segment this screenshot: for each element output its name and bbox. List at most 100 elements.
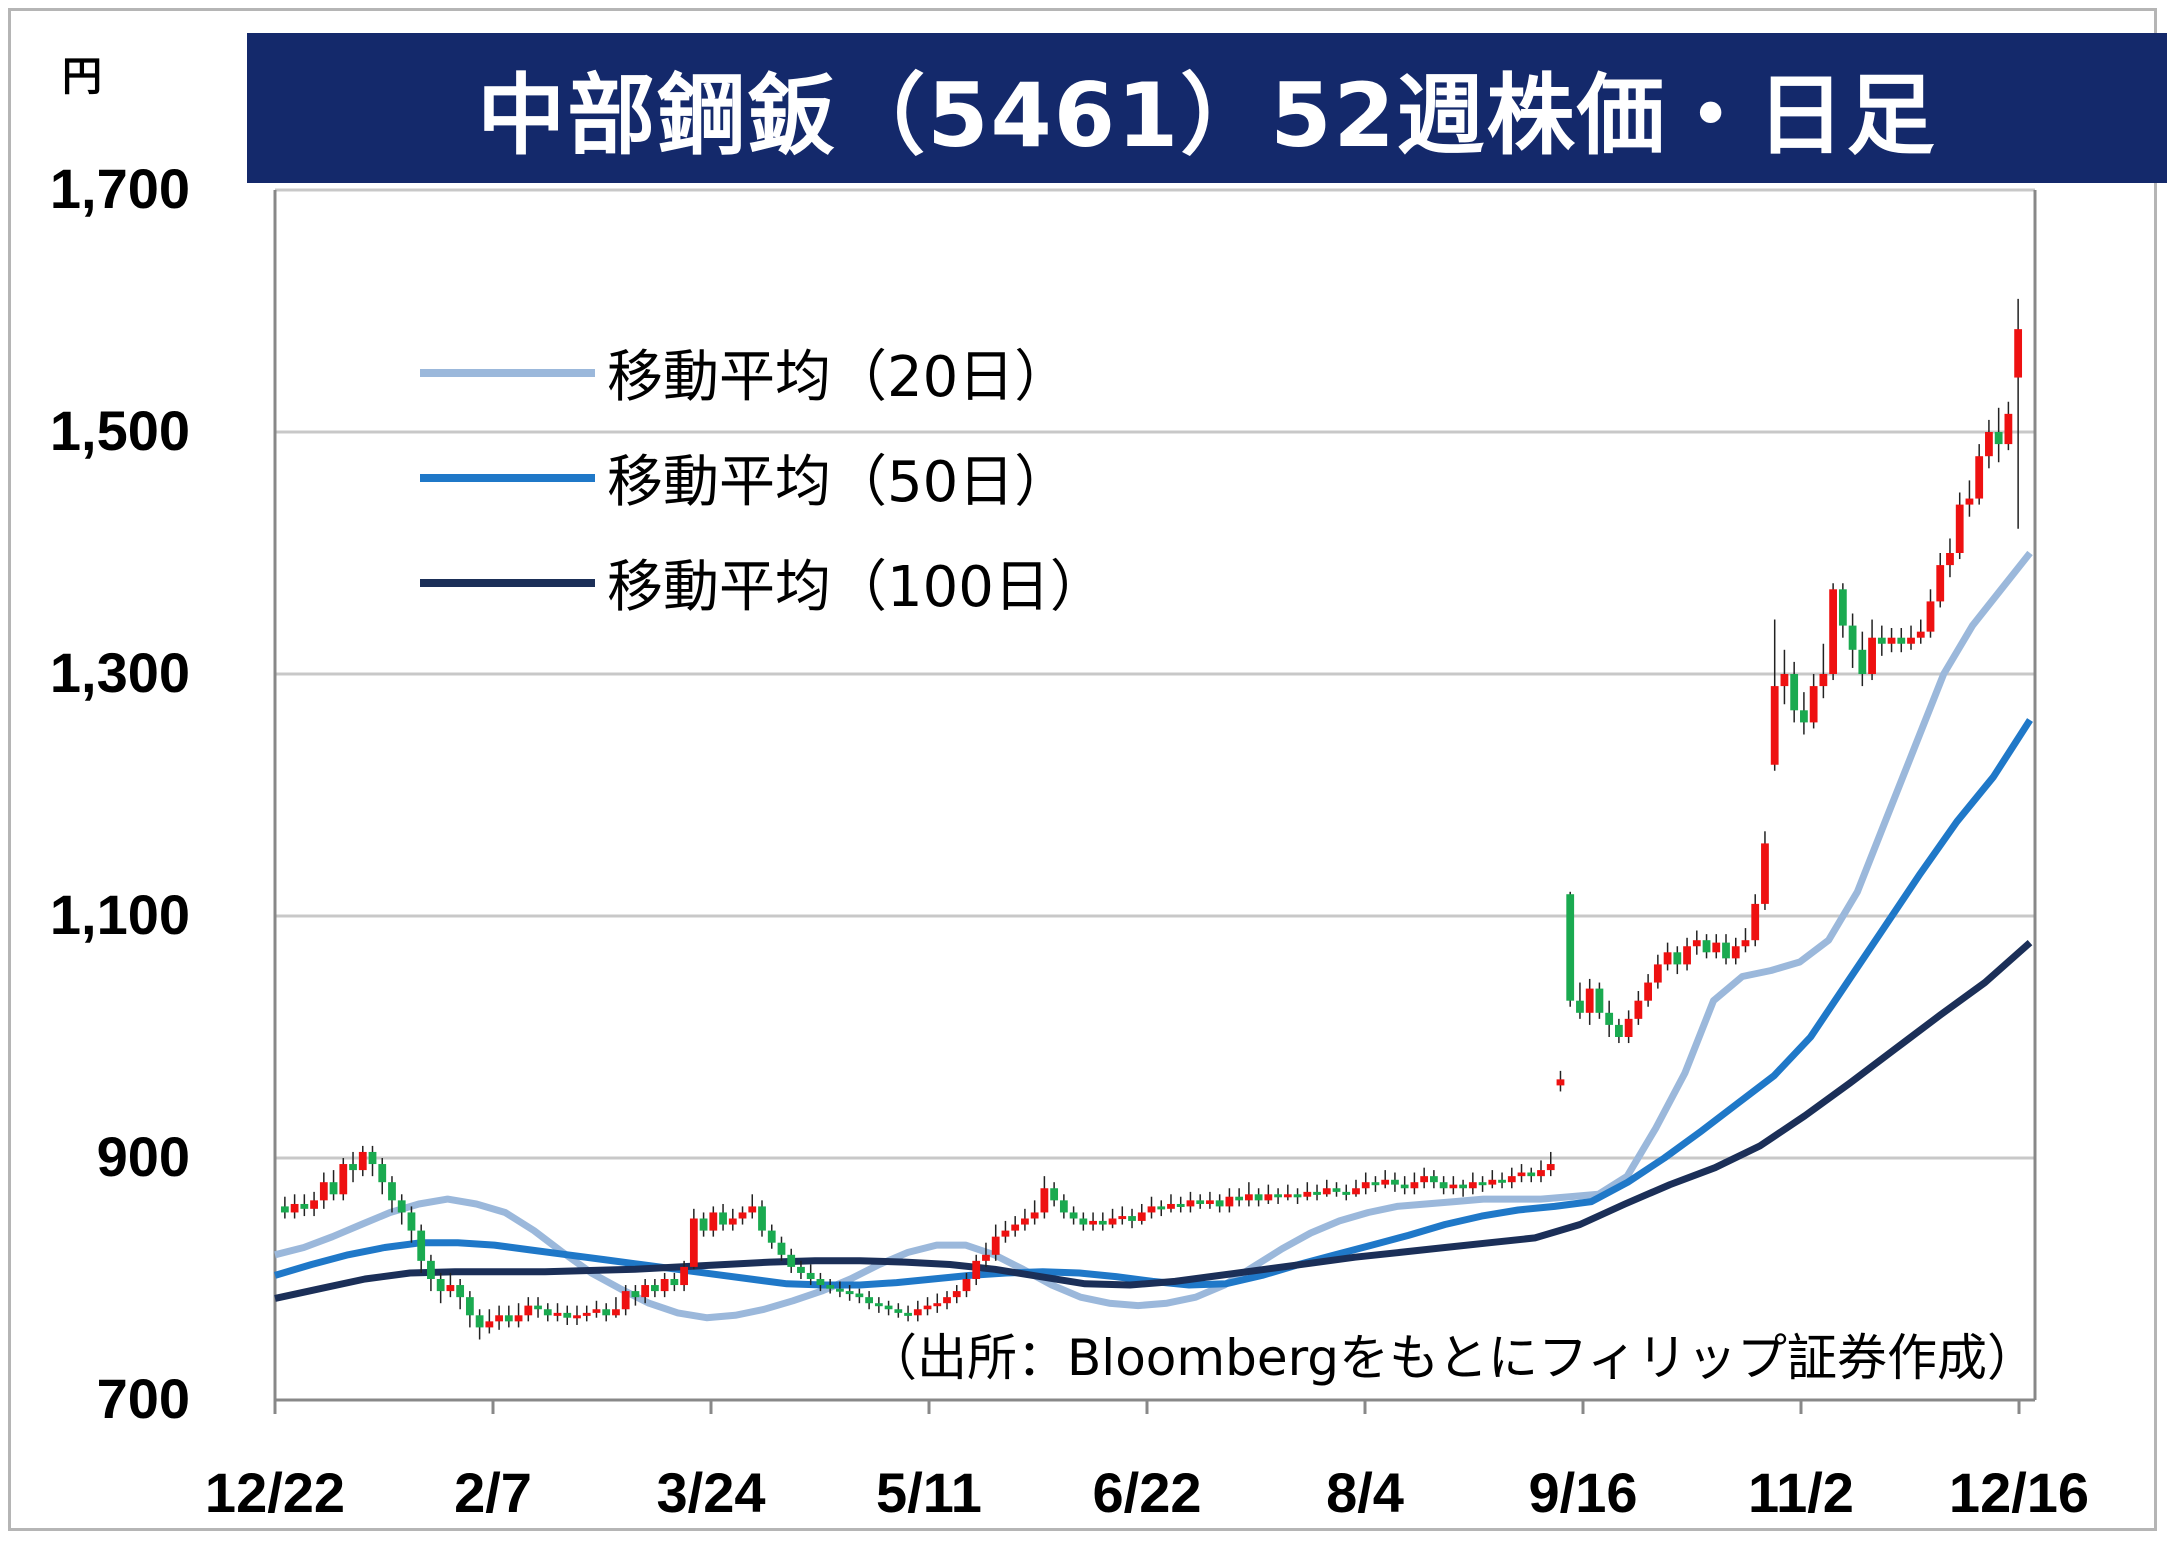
- legend-label-ma100: 移動平均（100日）: [607, 555, 1106, 620]
- candle-body: [1907, 637, 1915, 644]
- candle-body: [1780, 674, 1789, 687]
- x-tick-label: 9/16: [1528, 1461, 1638, 1524]
- candle-body: [1595, 988, 1604, 1013]
- candle-body: [1615, 1024, 1623, 1037]
- candle-body: [407, 1212, 416, 1231]
- candle-body: [1829, 589, 1838, 674]
- candle-body: [1751, 903, 1760, 941]
- candle-body: [1108, 1218, 1117, 1225]
- candle-body: [1274, 1194, 1282, 1198]
- x-tick-label: 8/4: [1326, 1461, 1404, 1524]
- candle-body: [1858, 649, 1867, 674]
- candle-body: [1955, 504, 1964, 553]
- candle-body: [728, 1218, 737, 1225]
- candle-body: [1021, 1218, 1029, 1225]
- y-tick-label: 900: [96, 1125, 190, 1188]
- candle-body: [1391, 1179, 1399, 1185]
- candle-body: [1468, 1182, 1477, 1189]
- candle-body: [952, 1291, 961, 1298]
- candle-body: [495, 1315, 503, 1322]
- candle-body: [329, 1182, 338, 1195]
- candle-body: [904, 1312, 912, 1316]
- candle-body: [670, 1279, 679, 1286]
- candle-body: [826, 1285, 835, 1289]
- candle-body: [1537, 1170, 1545, 1177]
- candle-body: [1848, 625, 1857, 650]
- candle-body: [1712, 942, 1721, 953]
- candle-body: [1673, 952, 1682, 965]
- candle-body: [1352, 1188, 1360, 1195]
- candle-body: [1877, 637, 1886, 644]
- candle-body: [1566, 894, 1575, 1001]
- candle-body: [1868, 637, 1876, 674]
- candle-body: [582, 1312, 591, 1316]
- candle-body: [1683, 946, 1691, 965]
- candle-body: [1741, 940, 1750, 947]
- candle-body: [573, 1315, 581, 1319]
- candle-body: [1585, 988, 1594, 1013]
- candle-body: [280, 1206, 289, 1213]
- chart-title: 中部鋼鈑（5461）52週株価・日足: [477, 63, 1937, 167]
- candle-body: [1293, 1194, 1302, 1198]
- candle-body: [748, 1206, 757, 1213]
- candle-body: [1936, 565, 1945, 602]
- candle-body: [319, 1182, 328, 1201]
- candle-body: [1001, 1230, 1010, 1237]
- candle-body: [913, 1309, 922, 1316]
- candlesticks: [280, 298, 2023, 1340]
- candle-body: [446, 1285, 455, 1292]
- candle-body: [1985, 432, 1993, 457]
- candle-body: [543, 1309, 552, 1316]
- candle-body: [1381, 1179, 1390, 1185]
- candle-body: [1215, 1200, 1224, 1207]
- legend-swatch-ma50: [420, 473, 595, 482]
- candle-body: [1722, 942, 1730, 959]
- candle-body: [427, 1260, 435, 1279]
- candle-body: [504, 1315, 513, 1322]
- candle-body: [1147, 1206, 1156, 1213]
- x-tick-label: 3/24: [656, 1461, 766, 1524]
- candle-body: [1663, 952, 1672, 965]
- candle-body: [641, 1285, 650, 1298]
- candle-body: [1770, 686, 1779, 765]
- candle-body: [1264, 1194, 1273, 1201]
- candle-body: [1420, 1176, 1429, 1183]
- candle-body: [1050, 1188, 1059, 1201]
- candle-body: [417, 1230, 426, 1261]
- candle-body: [1167, 1203, 1175, 1209]
- candle-body: [1283, 1194, 1292, 1198]
- candle-body: [475, 1315, 484, 1328]
- candle-body: [855, 1293, 864, 1298]
- candle-body: [1186, 1200, 1195, 1207]
- candle-body: [1040, 1188, 1049, 1213]
- y-tick-label: 1,100: [49, 883, 190, 946]
- candle-body: [1819, 674, 1828, 687]
- candle-body: [1546, 1164, 1555, 1171]
- candle-body: [534, 1305, 542, 1310]
- candle-body: [1692, 940, 1701, 947]
- candle-body: [1576, 1000, 1584, 1013]
- candle-body: [1118, 1216, 1127, 1220]
- candle-body: [436, 1279, 445, 1292]
- ma-line-ma20: [274, 550, 2033, 1322]
- ma-line-ma100: [274, 939, 2033, 1302]
- y-tick-label: 1,500: [49, 399, 190, 462]
- candle-body: [719, 1212, 727, 1225]
- candle-body: [1653, 964, 1662, 983]
- candle-body: [1030, 1212, 1039, 1219]
- legend-swatch-ma100: [420, 578, 595, 587]
- candle-body: [1624, 1018, 1633, 1037]
- candle-body: [884, 1305, 893, 1310]
- candle-body: [1011, 1224, 1020, 1231]
- candle-body: [1137, 1212, 1146, 1221]
- y-tick-label: 1,300: [49, 641, 190, 704]
- candle-body: [1449, 1184, 1458, 1189]
- candle-body: [1303, 1191, 1312, 1197]
- y-tick-label: 700: [96, 1367, 190, 1430]
- candle-body: [300, 1203, 309, 1209]
- candle-body: [1439, 1182, 1448, 1189]
- candle-body: [1731, 946, 1740, 959]
- candle-body: [982, 1254, 990, 1261]
- source-note: （出所：Bloombergをもとにフィリップ証券作成）: [867, 1329, 2037, 1387]
